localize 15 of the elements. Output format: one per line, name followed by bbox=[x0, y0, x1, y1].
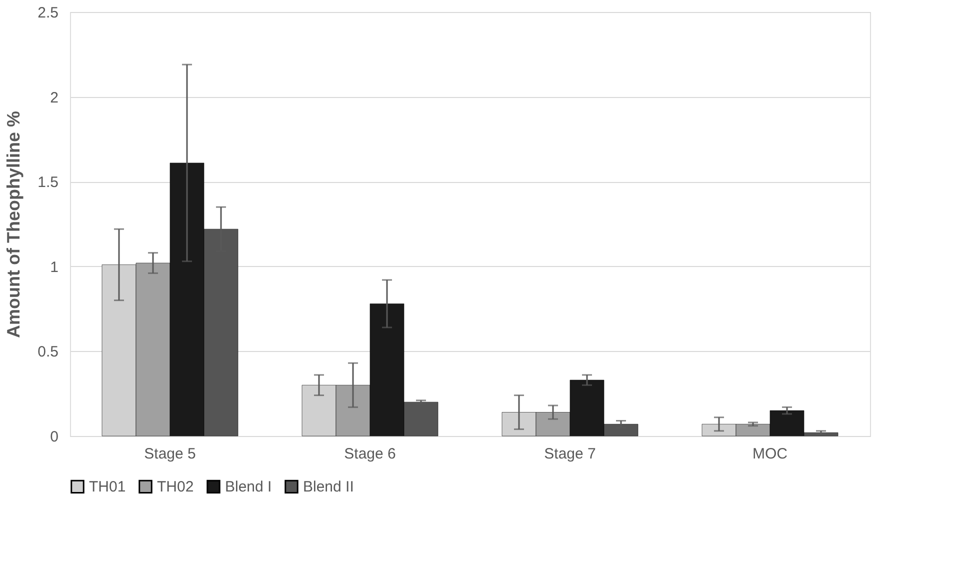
x-tick-label: Stage 7 bbox=[544, 446, 596, 462]
y-tick-label: 1.5 bbox=[38, 174, 58, 192]
y-tick-label: 2 bbox=[50, 89, 58, 106]
y-tick-label: 1 bbox=[50, 258, 58, 276]
y-tick-label: 0.5 bbox=[38, 344, 58, 361]
legend-label: TH02 bbox=[157, 478, 194, 496]
y-tick-label: 0 bbox=[50, 428, 58, 446]
x-tick-label: Stage 6 bbox=[344, 446, 396, 462]
x-tick-label: MOC bbox=[752, 446, 788, 462]
legend-label: Blend II bbox=[303, 478, 354, 496]
x-tick-label: Stage 5 bbox=[144, 446, 196, 462]
legend-label: Blend I bbox=[225, 478, 272, 496]
legend-label: TH01 bbox=[89, 478, 126, 496]
y-tick-label: 2.5 bbox=[38, 4, 58, 22]
y-axis-title: Amount of Theophylline % bbox=[4, 111, 24, 338]
